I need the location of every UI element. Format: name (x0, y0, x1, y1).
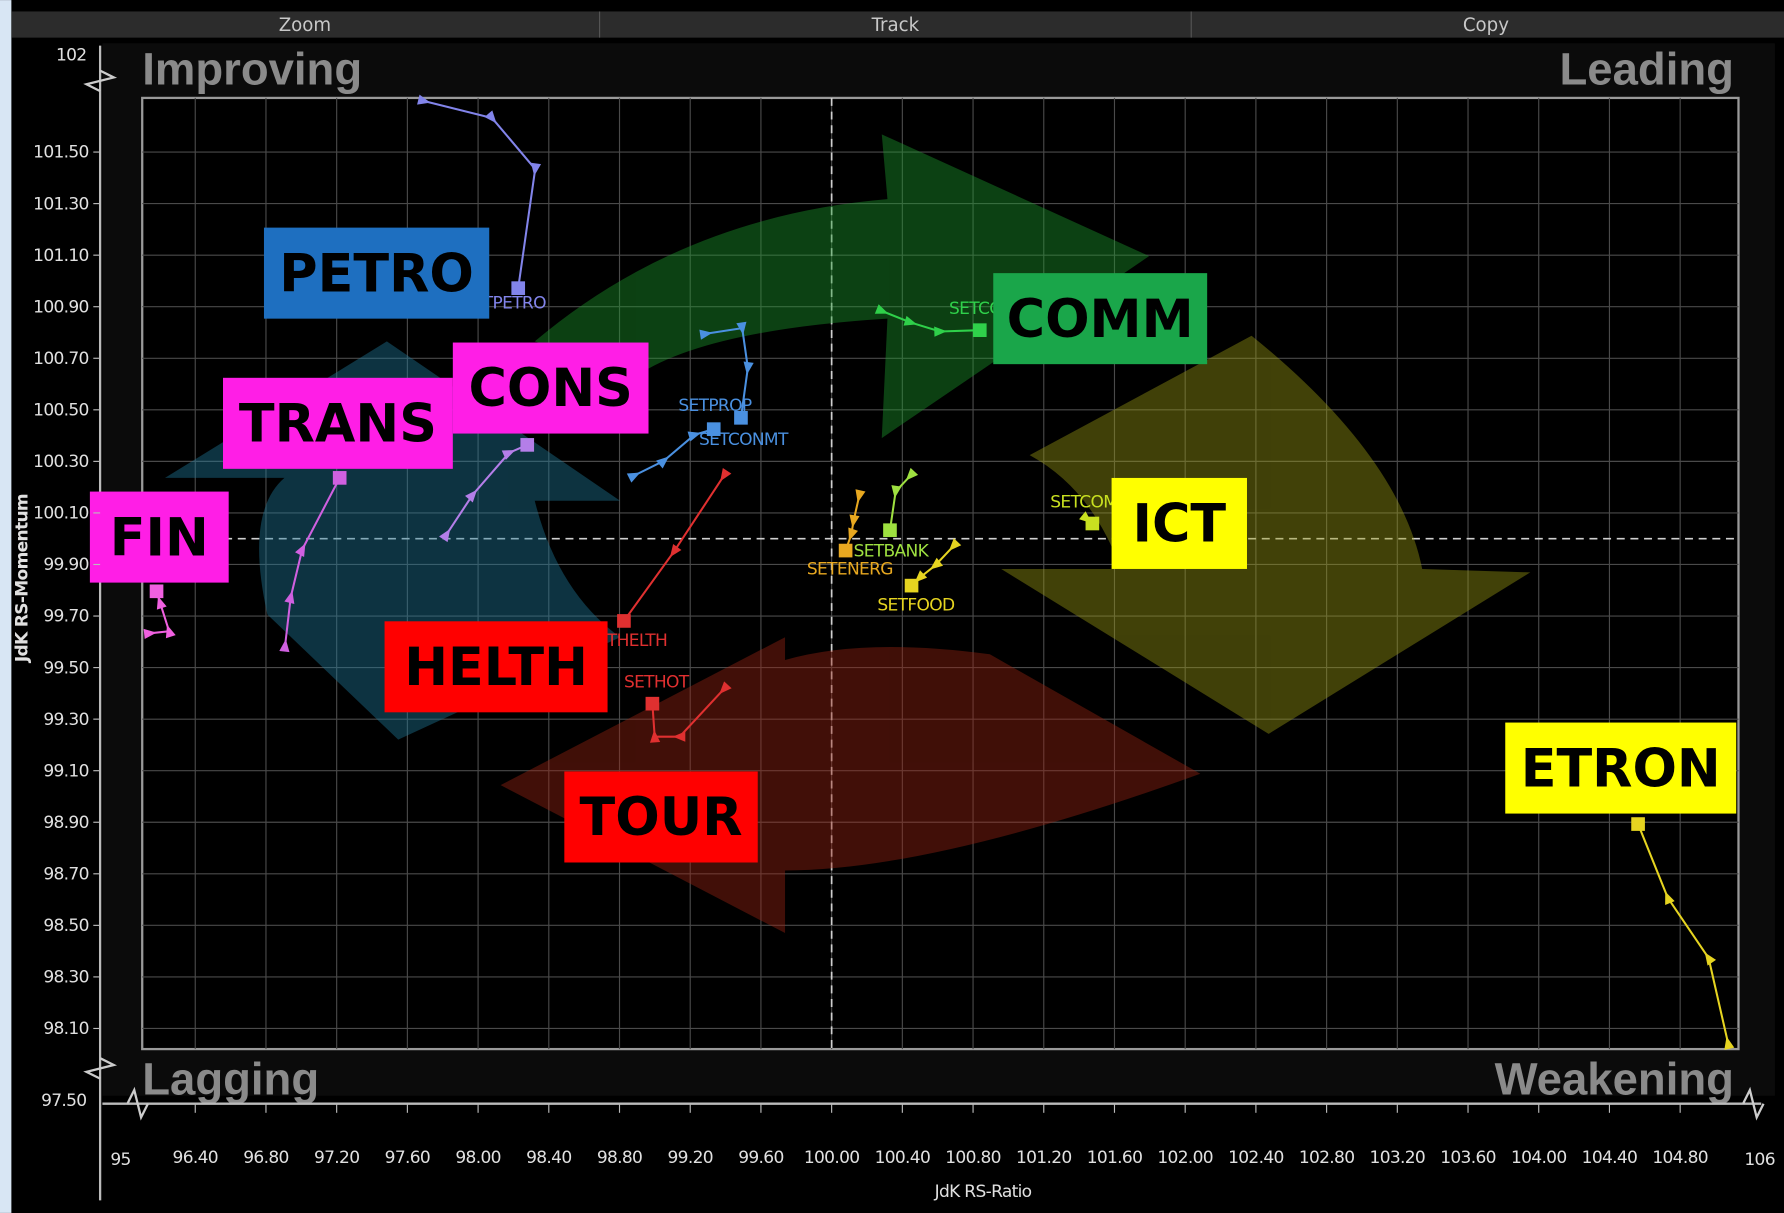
toolbar-button[interactable]: Copy (1463, 15, 1509, 36)
x-tick-label: 99.20 (668, 1148, 713, 1168)
y-tick-label: 98.70 (43, 864, 88, 884)
trail-head (333, 471, 347, 485)
callout-label: HELTH (404, 637, 588, 698)
callout-label: ETRON (1521, 738, 1721, 799)
series-label: SETENERG (807, 559, 893, 579)
series-label: SETCONMT (699, 430, 789, 450)
y-tick-label: 100.50 (33, 401, 89, 421)
series-label: SETBANK (854, 541, 930, 561)
trail-head (883, 523, 897, 537)
x-axis-title: JdK RS-Ratio (934, 1182, 1032, 1202)
x-tick-label: 104.80 (1652, 1148, 1708, 1168)
x-tick-label: 102.00 (1157, 1148, 1213, 1168)
y-axis-title: JdK RS-Momentum (12, 494, 32, 663)
series-label: SETFOOD (877, 596, 955, 616)
y-tick-label: 98.30 (43, 968, 88, 988)
y-tick-label: 100.70 (33, 349, 89, 369)
callout-label: PETRO (279, 243, 474, 304)
y-break-label: 97.50 (41, 1091, 86, 1111)
callout-label: TOUR (580, 787, 743, 848)
y-tick-label: 99.50 (43, 658, 88, 678)
trail-head (520, 438, 534, 452)
x-tick-label: 104.40 (1582, 1148, 1638, 1168)
series-label: SETCOM (1050, 493, 1117, 513)
y-tick-label: 100.10 (33, 504, 89, 524)
x-tick-label: 102.40 (1228, 1148, 1284, 1168)
y-tick-label: 100.90 (33, 297, 89, 317)
y-tick-label: 99.70 (43, 607, 88, 627)
x-tick-label: 100.40 (875, 1148, 931, 1168)
x-tick-label: 100.80 (945, 1148, 1001, 1168)
x-tick-label: 103.60 (1440, 1148, 1496, 1168)
y-tick-label: 101.30 (33, 194, 89, 214)
trail-head (973, 323, 987, 337)
y-tick-label: 100.30 (33, 452, 89, 472)
trail-head (1631, 817, 1645, 831)
y-tick-label: 101.10 (33, 246, 89, 266)
toolbar-button[interactable]: Zoom (279, 15, 331, 36)
series-label: THELTH (606, 631, 667, 651)
trail-head (905, 579, 919, 593)
y-tick-label: 99.10 (43, 761, 88, 781)
x-tick-label: 101.60 (1087, 1148, 1143, 1168)
quadrant-label: Improving (142, 43, 362, 94)
x-break-label: 95 (110, 1150, 130, 1170)
x-tick-label: 98.80 (597, 1148, 642, 1168)
y-tick-label: 101.50 (33, 143, 89, 163)
y-tick-label: 98.10 (43, 1019, 88, 1039)
callout-label: ICT (1132, 494, 1226, 555)
x-tick-label: 97.20 (314, 1148, 359, 1168)
x-tick-label: 100.00 (804, 1148, 860, 1168)
x-tick-label: 104.00 (1511, 1148, 1567, 1168)
x-break-label: 106 (1744, 1150, 1774, 1170)
y-tick-label: 99.90 (43, 555, 88, 575)
callout-label: TRANS (239, 394, 437, 455)
x-tick-label: 102.80 (1299, 1148, 1355, 1168)
trail-head (617, 614, 631, 628)
quadrant-label: Weakening (1495, 1054, 1734, 1105)
y-tick-label: 98.50 (43, 916, 88, 936)
left-strip (0, 0, 11, 1213)
x-tick-label: 101.20 (1016, 1148, 1072, 1168)
y-tick-label: 99.30 (43, 710, 88, 730)
page: Zoom Track Copy Improving Leading Laggin… (0, 0, 1784, 1213)
toolbar-button[interactable]: Track (871, 15, 920, 36)
x-tick-label: 97.60 (385, 1148, 430, 1168)
callout-label: COMM (1007, 289, 1194, 350)
y-break-label: 102 (56, 45, 87, 65)
x-tick-label: 98.00 (455, 1148, 500, 1168)
trail-head (150, 584, 164, 598)
trail-head (646, 697, 660, 711)
x-tick-label: 96.80 (243, 1148, 288, 1168)
quadrant-label: Leading (1560, 43, 1734, 94)
y-tick-label: 98.90 (43, 813, 88, 833)
trail-head (1086, 517, 1100, 531)
callout-label: CONS (468, 358, 632, 419)
x-tick-label: 96.40 (173, 1148, 218, 1168)
series-label: SETHOT (624, 673, 690, 693)
x-tick-label: 99.60 (738, 1148, 783, 1168)
callout-label: FIN (110, 507, 209, 568)
chart: Zoom Track Copy Improving Leading Laggin… (0, 0, 1784, 1213)
x-tick-label: 98.40 (526, 1148, 571, 1168)
quadrant-label: Lagging (142, 1054, 319, 1105)
trail-head (839, 544, 853, 558)
series-label: SETPROP (678, 396, 751, 416)
x-tick-label: 103.20 (1370, 1148, 1426, 1168)
